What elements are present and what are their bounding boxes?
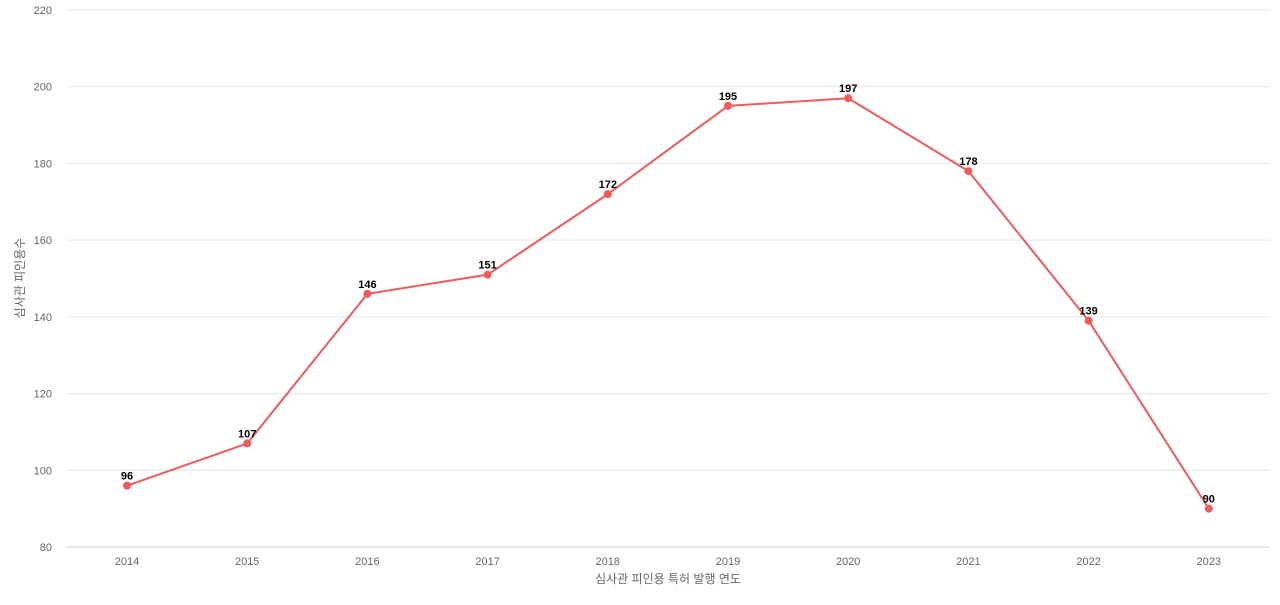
x-tick-label: 2014 <box>115 556 139 568</box>
x-tick-label: 2019 <box>716 556 740 568</box>
data-label: 107 <box>238 428 256 440</box>
data-label: 172 <box>599 179 617 191</box>
y-axis-title: 심사관 피인용수 <box>13 238 27 319</box>
x-tick-label: 2023 <box>1197 556 1221 568</box>
data-point <box>1204 504 1213 513</box>
y-tick-label: 80 <box>40 542 52 554</box>
data-point <box>483 270 492 279</box>
y-tick-label: 220 <box>34 5 52 17</box>
grid-layer <box>67 9 1270 548</box>
data-point <box>1084 316 1093 325</box>
data-labels: 96 107 146 151 172 195 197 178 139 90 <box>121 83 1215 505</box>
data-label: 178 <box>959 156 977 168</box>
data-point <box>964 167 973 176</box>
x-tick-label: 2021 <box>956 556 980 568</box>
x-axis-title: 심사관 피인용 특허 발행 연도 <box>595 571 741 586</box>
x-tick-label: 2018 <box>596 556 620 568</box>
data-label: 195 <box>719 91 737 103</box>
data-label: 151 <box>478 260 496 272</box>
data-point <box>603 190 612 199</box>
data-label: 146 <box>358 279 376 291</box>
data-point <box>844 94 853 103</box>
data-label: 197 <box>839 83 857 95</box>
x-tick-label: 2016 <box>355 556 379 568</box>
series-layer <box>123 94 1213 513</box>
y-tick-label: 140 <box>34 312 52 324</box>
x-axis-ticks: 2014 2015 2016 2017 2018 2019 2020 2021 2022 2023 <box>115 556 1221 568</box>
y-tick-label: 160 <box>34 235 52 247</box>
y-tick-label: 180 <box>34 158 52 170</box>
y-axis-ticks: 80 100 120 140 160 180 200 220 <box>34 5 52 554</box>
x-tick-label: 2022 <box>1076 556 1100 568</box>
data-point <box>243 439 252 448</box>
data-point <box>724 101 732 110</box>
data-point <box>363 289 372 298</box>
x-tick-label: 2015 <box>235 556 259 568</box>
series-line <box>126 97 1210 510</box>
data-label: 139 <box>1079 306 1097 318</box>
x-tick-label: 2017 <box>475 556 499 568</box>
data-point <box>123 481 131 490</box>
y-tick-label: 100 <box>34 465 52 477</box>
data-label: 96 <box>121 471 133 483</box>
data-label: 90 <box>1203 494 1215 506</box>
y-tick-label: 200 <box>34 82 52 94</box>
y-tick-label: 120 <box>34 389 52 401</box>
x-tick-label: 2020 <box>836 556 860 568</box>
